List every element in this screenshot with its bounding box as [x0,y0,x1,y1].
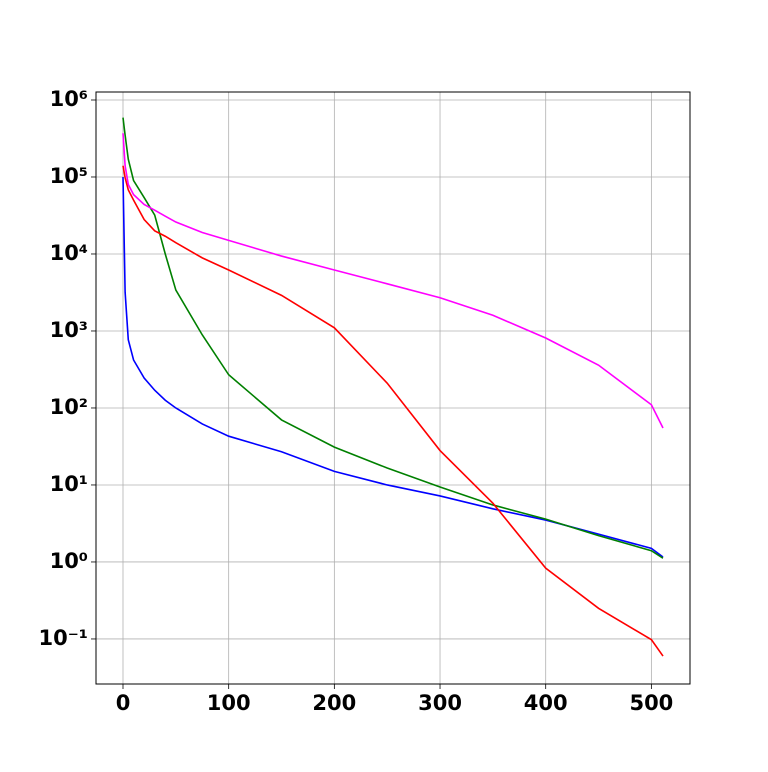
x-tick-label: 400 [524,691,568,715]
y-tick-label: 10⁶ [50,87,88,111]
y-tick-label: 10¹ [50,472,88,496]
y-tick-label: 10⁴ [50,241,88,265]
line-series [122,176,664,558]
line-series [122,165,664,657]
plot-frame [95,91,691,685]
x-tick-label: 200 [312,691,356,715]
x-tick-label: 300 [418,691,462,715]
y-tick-label: 10³ [50,318,88,342]
line-series [122,133,664,429]
y-tick-label: 10⁰ [50,549,88,573]
x-tick-label: 500 [629,691,673,715]
y-tick-label: 10² [50,395,88,419]
line-series [122,117,664,559]
y-tick-label: 10⁻¹ [38,626,88,650]
x-tick-label: 100 [207,691,251,715]
y-tick-label: 10⁵ [50,164,88,188]
x-tick-label: 0 [116,691,131,715]
